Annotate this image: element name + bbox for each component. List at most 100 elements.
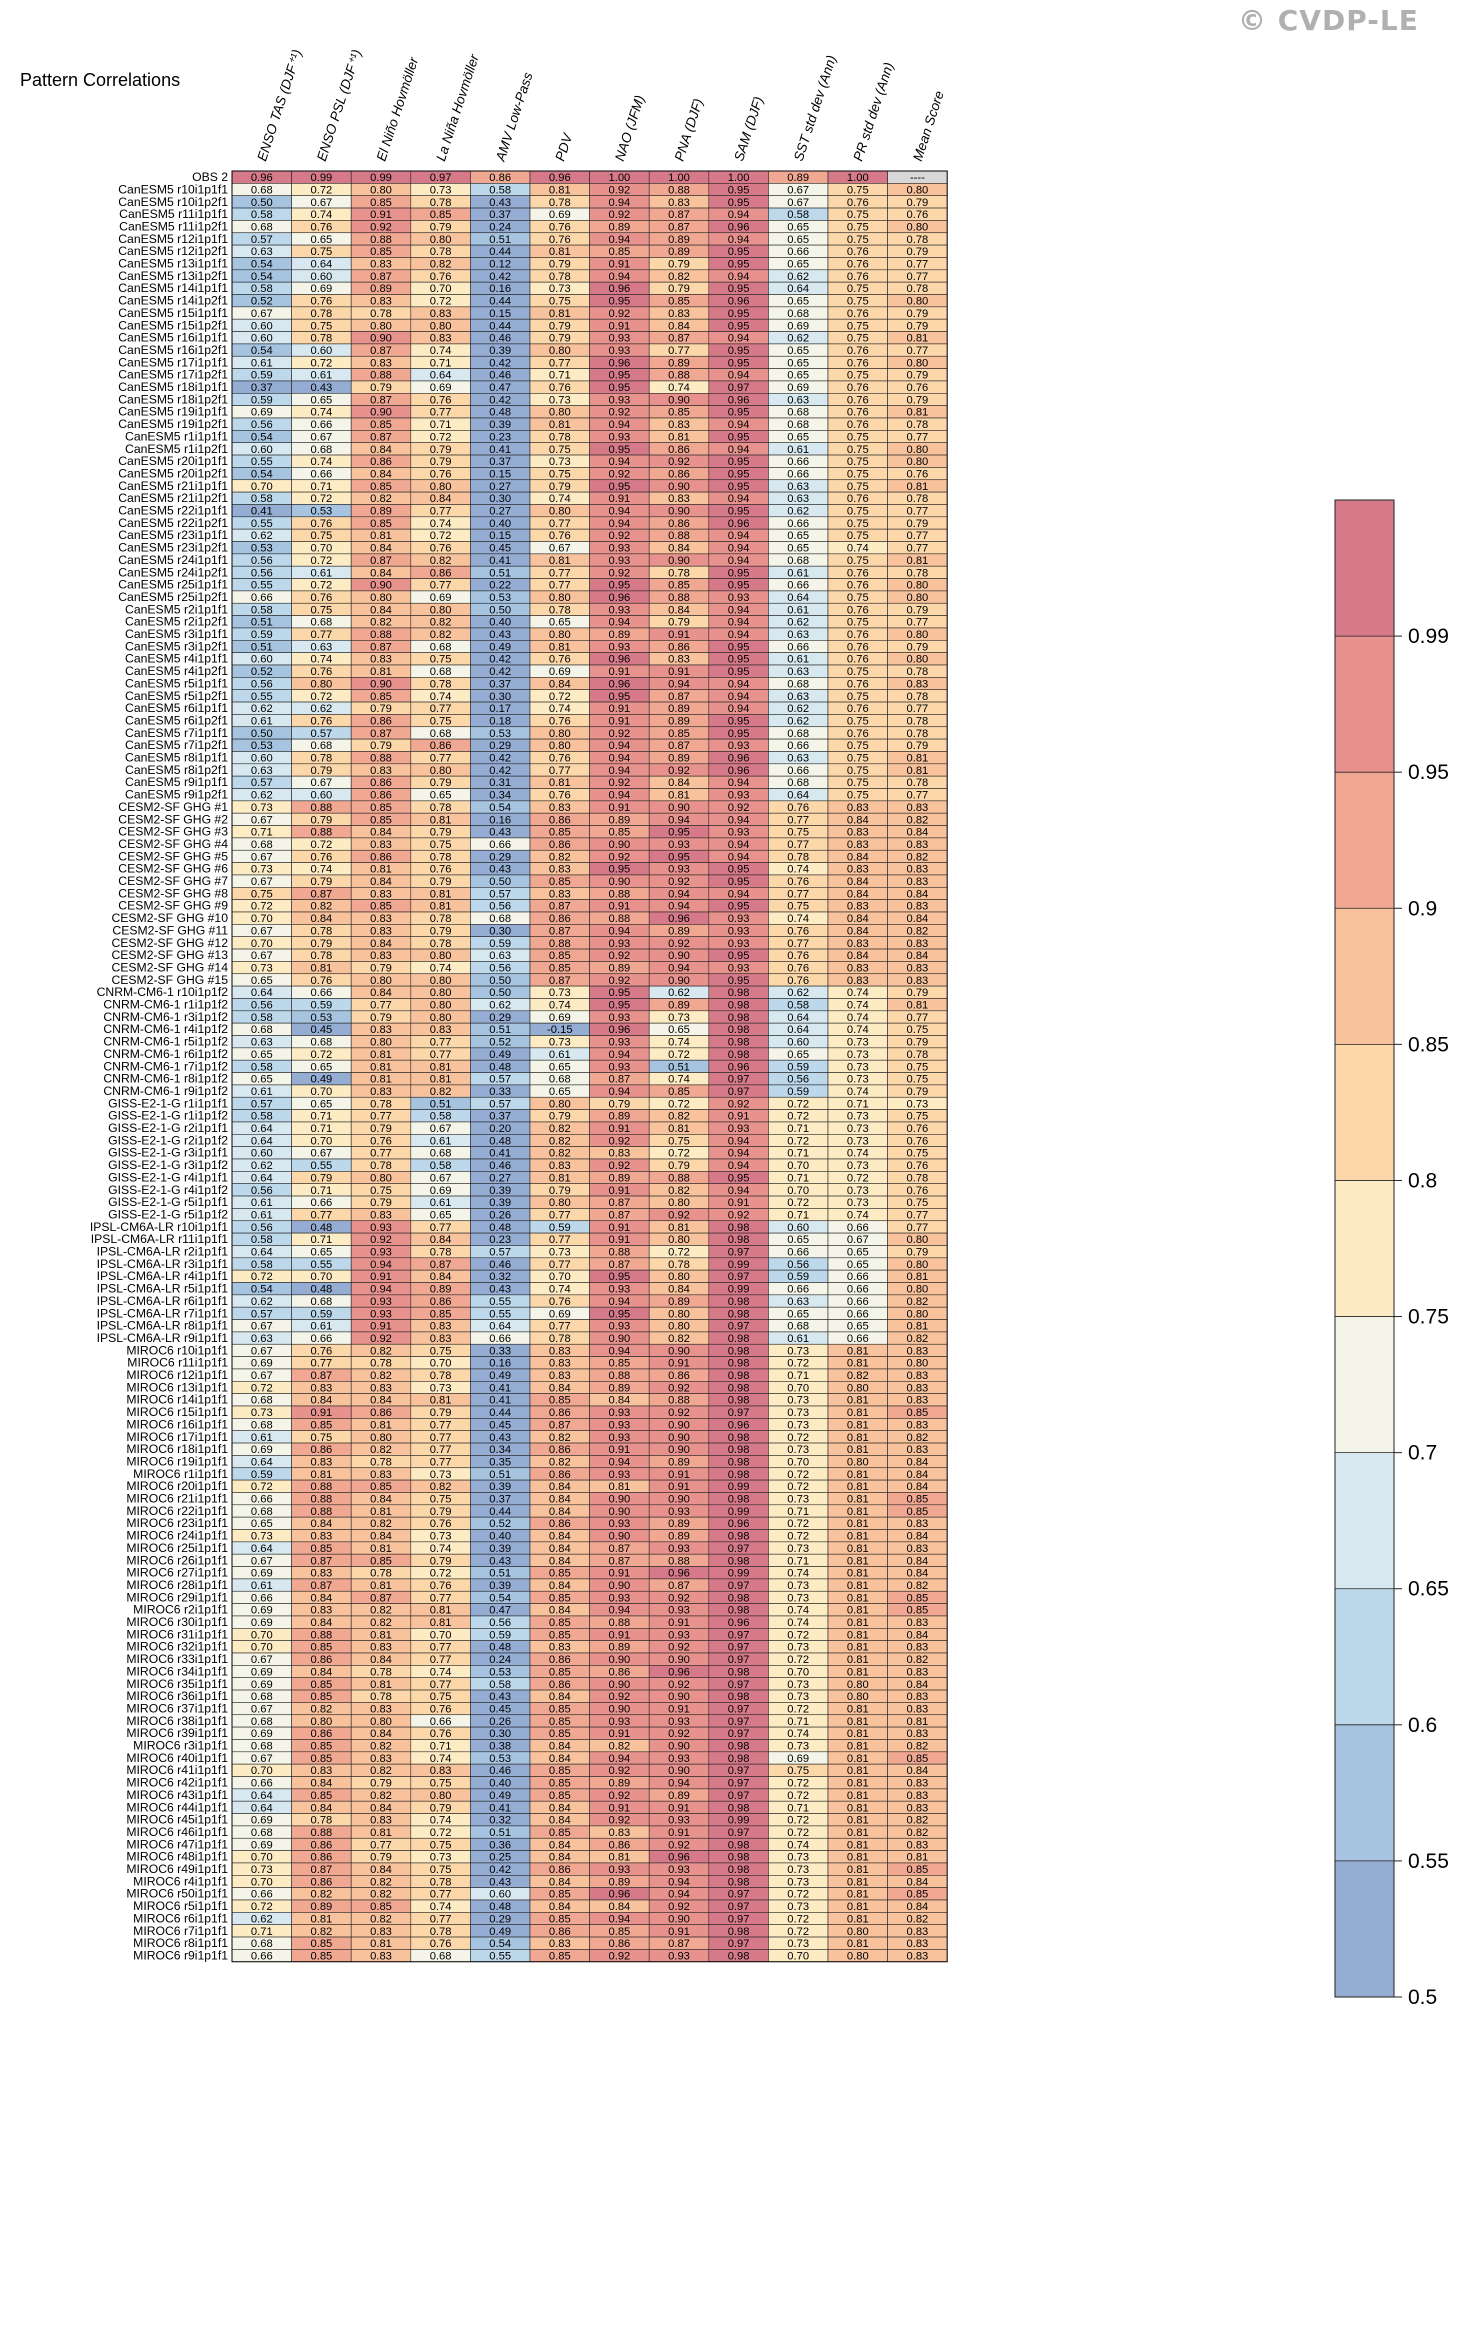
cell-value: 0.94 xyxy=(728,209,750,221)
cell-value: 0.93 xyxy=(728,740,750,752)
cell-value: 0.98 xyxy=(728,1666,750,1678)
cell-value: 0.78 xyxy=(907,567,929,579)
cell-value: 0.81 xyxy=(430,1074,452,1086)
cell-value: 0.89 xyxy=(609,1172,631,1184)
cell-value: 0.63 xyxy=(787,493,809,505)
cell-value: 0.94 xyxy=(728,777,750,789)
cell-value: 0.98 xyxy=(728,1432,750,1444)
cell-value: 0.93 xyxy=(609,1284,631,1296)
cell-value: 0.49 xyxy=(489,1790,511,1802)
cell-value: 0.41 xyxy=(251,506,273,518)
cell-value: 0.84 xyxy=(370,1531,392,1543)
cell-value: 0.82 xyxy=(370,1889,392,1901)
cell-value: 0.97 xyxy=(728,1889,750,1901)
cell-value: 0.93 xyxy=(609,1592,631,1604)
cell-value: 0.72 xyxy=(251,1901,273,1913)
cell-value: 0.97 xyxy=(728,1938,750,1950)
cell-value: 0.81 xyxy=(370,530,392,542)
row-label: CanESM5 r19i1p2f1 xyxy=(118,417,228,431)
cell-value: 0.82 xyxy=(668,1111,690,1123)
cell-value: 0.91 xyxy=(609,259,631,271)
cell-value: 0.42 xyxy=(489,654,511,666)
cell-value: 0.85 xyxy=(549,827,571,839)
cell-value: 0.91 xyxy=(609,666,631,678)
cell-value: 0.75 xyxy=(847,753,869,765)
cell-value: 0.86 xyxy=(549,1926,571,1938)
cell-value: 0.98 xyxy=(728,1494,750,1506)
cell-value: 0.79 xyxy=(311,765,333,777)
cell-value: 0.82 xyxy=(370,1913,392,1925)
cell-value: 0.96 xyxy=(728,765,750,777)
row-label: CanESM5 r20i1p1f1 xyxy=(118,454,228,468)
cell-value: 0.94 xyxy=(728,333,750,345)
cell-value: 0.91 xyxy=(668,1926,690,1938)
cell-value: 0.81 xyxy=(668,1222,690,1234)
cell-value: 0.63 xyxy=(787,691,809,703)
cell-value: 0.76 xyxy=(847,394,869,406)
cell-value: 0.90 xyxy=(668,481,690,493)
cell-value: 0.70 xyxy=(251,1852,273,1864)
cell-value: 0.76 xyxy=(311,666,333,678)
cell-value: 0.73 xyxy=(847,1160,869,1172)
cell-value: 0.95 xyxy=(728,283,750,295)
cell-value: 0.84 xyxy=(907,1469,929,1481)
cell-value: 0.95 xyxy=(728,715,750,727)
cell-value: 0.91 xyxy=(668,1703,690,1715)
cell-value: 0.81 xyxy=(847,1419,869,1431)
cell-value: 0.56 xyxy=(489,901,511,913)
cell-value: 0.61 xyxy=(311,1321,333,1333)
cell-value: 0.90 xyxy=(668,950,690,962)
cell-value: 0.66 xyxy=(787,468,809,480)
cell-value: 0.83 xyxy=(311,1382,333,1394)
cell-value: 0.83 xyxy=(907,1617,929,1629)
cell-value: 0.54 xyxy=(251,431,273,443)
cell-value: 0.82 xyxy=(549,851,571,863)
cell-value: 0.84 xyxy=(907,827,929,839)
cell-value: 0.76 xyxy=(847,654,869,666)
cell-value: 0.81 xyxy=(430,1605,452,1617)
cell-value: 0.54 xyxy=(251,271,273,283)
cell-value: 0.79 xyxy=(907,604,929,616)
cell-value: 0.83 xyxy=(907,1382,929,1394)
cell-value: 0.80 xyxy=(668,1234,690,1246)
cell-value: 0.73 xyxy=(549,987,571,999)
cell-value: 0.84 xyxy=(311,1592,333,1604)
cell-value: 0.81 xyxy=(847,1666,869,1678)
cell-value: 0.70 xyxy=(251,938,273,950)
cell-value: 0.67 xyxy=(311,431,333,443)
cell-value: 0.50 xyxy=(489,876,511,888)
cell-value: 0.92 xyxy=(668,765,690,777)
cell-value: 0.88 xyxy=(609,1370,631,1382)
cell-value: 0.75 xyxy=(787,1765,809,1777)
cell-value: 0.84 xyxy=(311,913,333,925)
cell-value: 0.73 xyxy=(787,1876,809,1888)
cell-value: 0.42 xyxy=(489,753,511,765)
cell-value: 0.94 xyxy=(728,1135,750,1147)
cell-value: 0.80 xyxy=(370,184,392,196)
cell-value: 0.96 xyxy=(728,518,750,530)
cell-value: 0.79 xyxy=(907,197,929,209)
cell-value: 0.84 xyxy=(847,888,869,900)
cell-value: 0.84 xyxy=(907,1679,929,1691)
cell-value: 0.84 xyxy=(311,1802,333,1814)
cell-value: 0.89 xyxy=(609,1642,631,1654)
cell-value: 0.82 xyxy=(847,1370,869,1382)
cell-value: 0.91 xyxy=(609,703,631,715)
cell-value: 0.81 xyxy=(549,641,571,653)
cell-value: 0.68 xyxy=(311,617,333,629)
cell-value: 0.93 xyxy=(609,1037,631,1049)
cell-value: 0.81 xyxy=(907,1271,929,1283)
cell-value: 0.85 xyxy=(311,1543,333,1555)
cell-value: 0.75 xyxy=(430,1691,452,1703)
cell-value: 0.74 xyxy=(787,1617,809,1629)
cell-value: 0.73 xyxy=(549,1247,571,1259)
cell-value: 0.58 xyxy=(489,1679,511,1691)
cell-value: 0.83 xyxy=(668,308,690,320)
cell-value: 0.72 xyxy=(549,691,571,703)
cell-value: 0.97 xyxy=(728,1679,750,1691)
cell-value: 0.84 xyxy=(370,444,392,456)
cell-value: 0.67 xyxy=(847,1234,869,1246)
cell-value: 0.61 xyxy=(251,357,273,369)
cell-value: 0.81 xyxy=(847,1395,869,1407)
cell-value: 0.64 xyxy=(311,259,333,271)
